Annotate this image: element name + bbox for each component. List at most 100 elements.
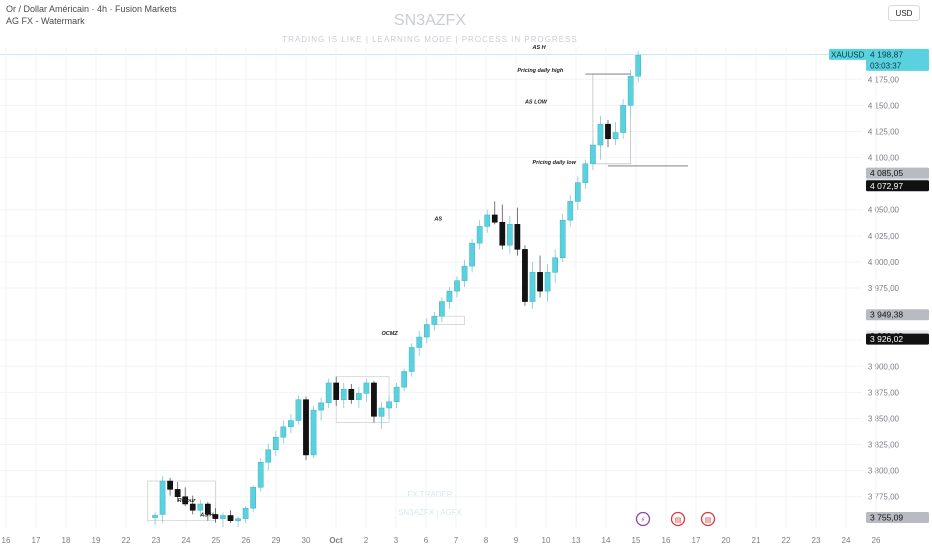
price-label: 4 198,87	[870, 49, 903, 59]
y-tick-label: 4 100,00	[868, 154, 900, 163]
x-tick-label: 18	[62, 536, 71, 545]
y-tick-label: 4 150,00	[868, 101, 900, 110]
x-tick-label: 7	[454, 536, 459, 545]
candle-body	[627, 75, 634, 106]
candle-body	[416, 336, 423, 348]
candle-body	[235, 518, 241, 521]
candle-body	[544, 272, 551, 292]
price-label-bg	[866, 48, 929, 71]
candle-body	[461, 265, 468, 281]
watermark-bottom-2: SN3AZFX | AGFX	[398, 508, 462, 517]
x-tick-label: 9	[514, 536, 519, 545]
x-tick-label: 16	[662, 536, 671, 545]
candle-body	[371, 382, 377, 417]
y-tick-label: 4 000,00	[868, 258, 900, 267]
candle-body	[242, 507, 249, 519]
y-tick-label: 3 800,00	[868, 467, 900, 476]
candle-body	[280, 426, 287, 438]
price-label: 4 072,97	[870, 181, 903, 191]
candle-body	[431, 315, 438, 325]
us-flag-icon: ▤	[675, 516, 682, 524]
y-tick-label: 3 825,00	[868, 441, 900, 450]
y-tick-label: 3 850,00	[868, 414, 900, 423]
candle-body	[590, 144, 596, 165]
x-tick-label: 2	[364, 536, 369, 545]
y-tick-label: 3 900,00	[868, 362, 900, 371]
price-label: 3 949,38	[870, 310, 903, 320]
candle-body	[325, 382, 332, 404]
candle-body	[167, 480, 173, 490]
candle-body	[491, 214, 498, 223]
symbol-tag-edge	[862, 48, 866, 60]
candle-body	[559, 219, 566, 258]
candle-body	[250, 487, 257, 509]
candle-body	[340, 388, 347, 400]
candle-body	[408, 347, 415, 372]
candle-body	[423, 324, 430, 338]
candle-body	[635, 55, 642, 77]
x-tick-label: 21	[752, 536, 761, 545]
x-tick-label: 30	[302, 536, 311, 545]
x-tick-label: Oct	[329, 536, 343, 545]
candle-body	[310, 409, 317, 456]
x-tick-label: 22	[782, 536, 791, 545]
price-label-bg	[866, 333, 929, 345]
chart-annotation: Pricing daily low	[533, 160, 577, 166]
candle-body	[152, 515, 158, 518]
us-flag-icon: ▤	[705, 516, 712, 524]
x-tick-label: 13	[572, 536, 581, 545]
candle-body	[574, 182, 581, 202]
x-tick-label: 10	[542, 536, 551, 545]
watermark-subtitle: TRADING IS LIKE | LEARNING MODE | PROCES…	[282, 35, 578, 44]
y-tick-label: 3 875,00	[868, 388, 900, 397]
candle-body	[333, 382, 340, 400]
chart-annotation: Pricing daily high	[517, 68, 563, 74]
x-tick-label: 26	[872, 536, 881, 545]
candle-body	[612, 132, 619, 140]
candle-body	[189, 503, 196, 511]
candle-body	[197, 503, 204, 511]
candle-body	[272, 436, 279, 450]
x-tick-label: 24	[182, 536, 191, 545]
candle-body	[205, 503, 211, 515]
candle-body	[469, 242, 475, 267]
watermark-title: SN3AZFX	[393, 12, 466, 29]
indicator-line: AG FX - Watermark	[6, 16, 85, 26]
candle-body	[552, 257, 558, 273]
candle-body	[620, 105, 626, 133]
price-label-bg	[866, 167, 929, 179]
x-tick-label: 15	[632, 536, 641, 545]
price-label: 4 085,05	[870, 168, 903, 178]
x-tick-label: 17	[32, 536, 41, 545]
x-tick-label: 25	[212, 536, 221, 545]
candle-body	[378, 407, 385, 417]
candle-body	[582, 163, 589, 183]
candle-body	[159, 480, 166, 515]
candle-body	[514, 224, 521, 250]
candle-body	[348, 388, 355, 400]
currency-button[interactable]: USD	[888, 5, 920, 21]
x-tick-label: 22	[122, 536, 131, 545]
price-label-countdown: 03:03:37	[870, 61, 902, 70]
y-tick-label: 3 775,00	[868, 493, 900, 502]
candle-body	[303, 399, 309, 456]
candle-body	[386, 401, 392, 409]
price-label-bg	[866, 309, 929, 321]
candle-body	[212, 514, 219, 519]
y-tick-label: 3 975,00	[868, 284, 900, 293]
candle-body	[288, 420, 294, 428]
symbol-line: Or / Dollar Américain · 4h · Fusion Mark…	[6, 4, 177, 14]
x-tick-label: 16	[2, 536, 11, 545]
watermark-bottom-1: FX TRADER	[407, 490, 453, 499]
symbol-tag: XAUUSD	[831, 50, 865, 59]
candle-body	[227, 515, 234, 521]
chart-annotation: OCMZ	[382, 331, 399, 337]
candle-body	[393, 386, 400, 402]
y-tick-label: 4 175,00	[868, 75, 900, 84]
us-flag-icon	[670, 511, 686, 527]
candle-body	[257, 462, 264, 488]
x-tick-label: 19	[92, 536, 101, 545]
price-label: 3 755,09	[870, 512, 903, 522]
price-label: 3 926,02	[870, 334, 903, 344]
